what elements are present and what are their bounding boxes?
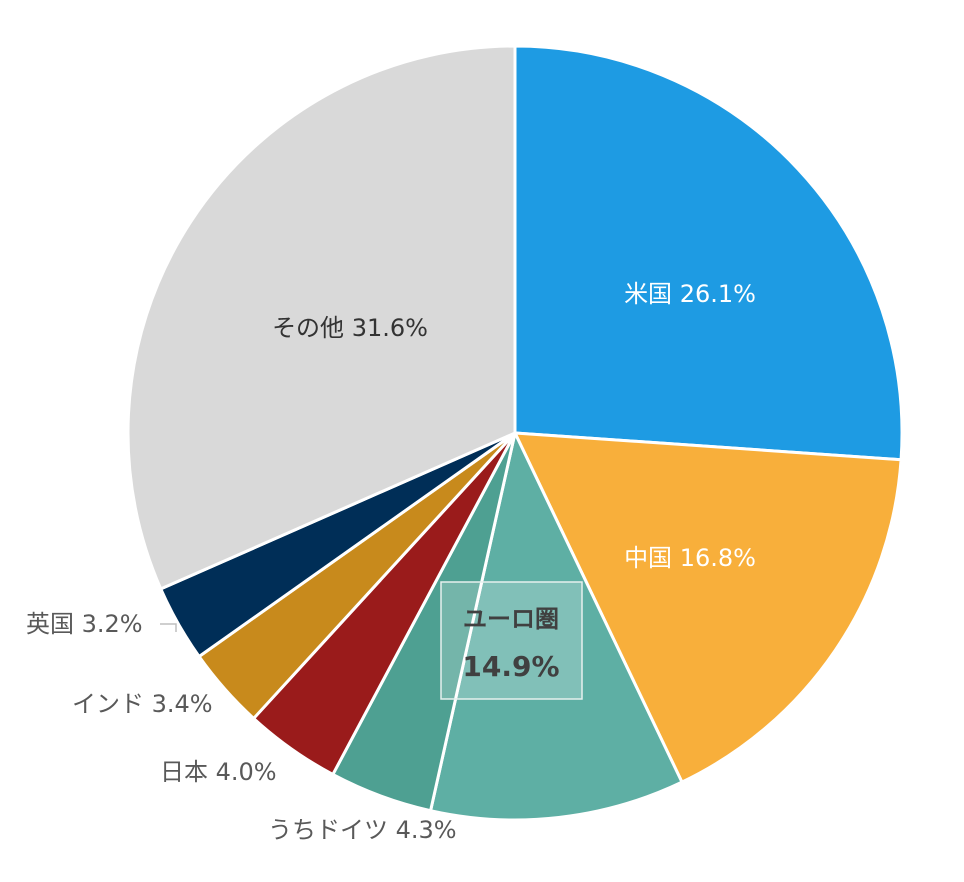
label-germany: うちドイツ 4.3% xyxy=(268,816,457,844)
label-japan: 日本 4.0% xyxy=(160,758,277,786)
label-uk: 英国 3.2% xyxy=(26,610,143,638)
label-india: インド 3.4% xyxy=(72,690,213,718)
uk-leader-line xyxy=(160,623,177,632)
eurozone-title: ユーロ圏 xyxy=(463,605,559,633)
eurozone-value: 14.9% xyxy=(462,650,559,683)
label-other: その他 31.6% xyxy=(272,314,428,342)
eurozone-box xyxy=(440,581,583,700)
eurozone-annotation: ユーロ圏 14.9% xyxy=(440,581,583,700)
label-us: 米国 26.1% xyxy=(624,280,756,308)
pie-slices xyxy=(126,44,904,822)
label-china: 中国 16.8% xyxy=(624,544,756,572)
slice-china xyxy=(513,431,903,784)
slice-us xyxy=(513,44,904,462)
slice-other xyxy=(126,44,517,591)
pie-labels: 米国 26.1% 中国 16.8% うちドイツ 4.3% 日本 4.0% インド… xyxy=(26,280,756,844)
